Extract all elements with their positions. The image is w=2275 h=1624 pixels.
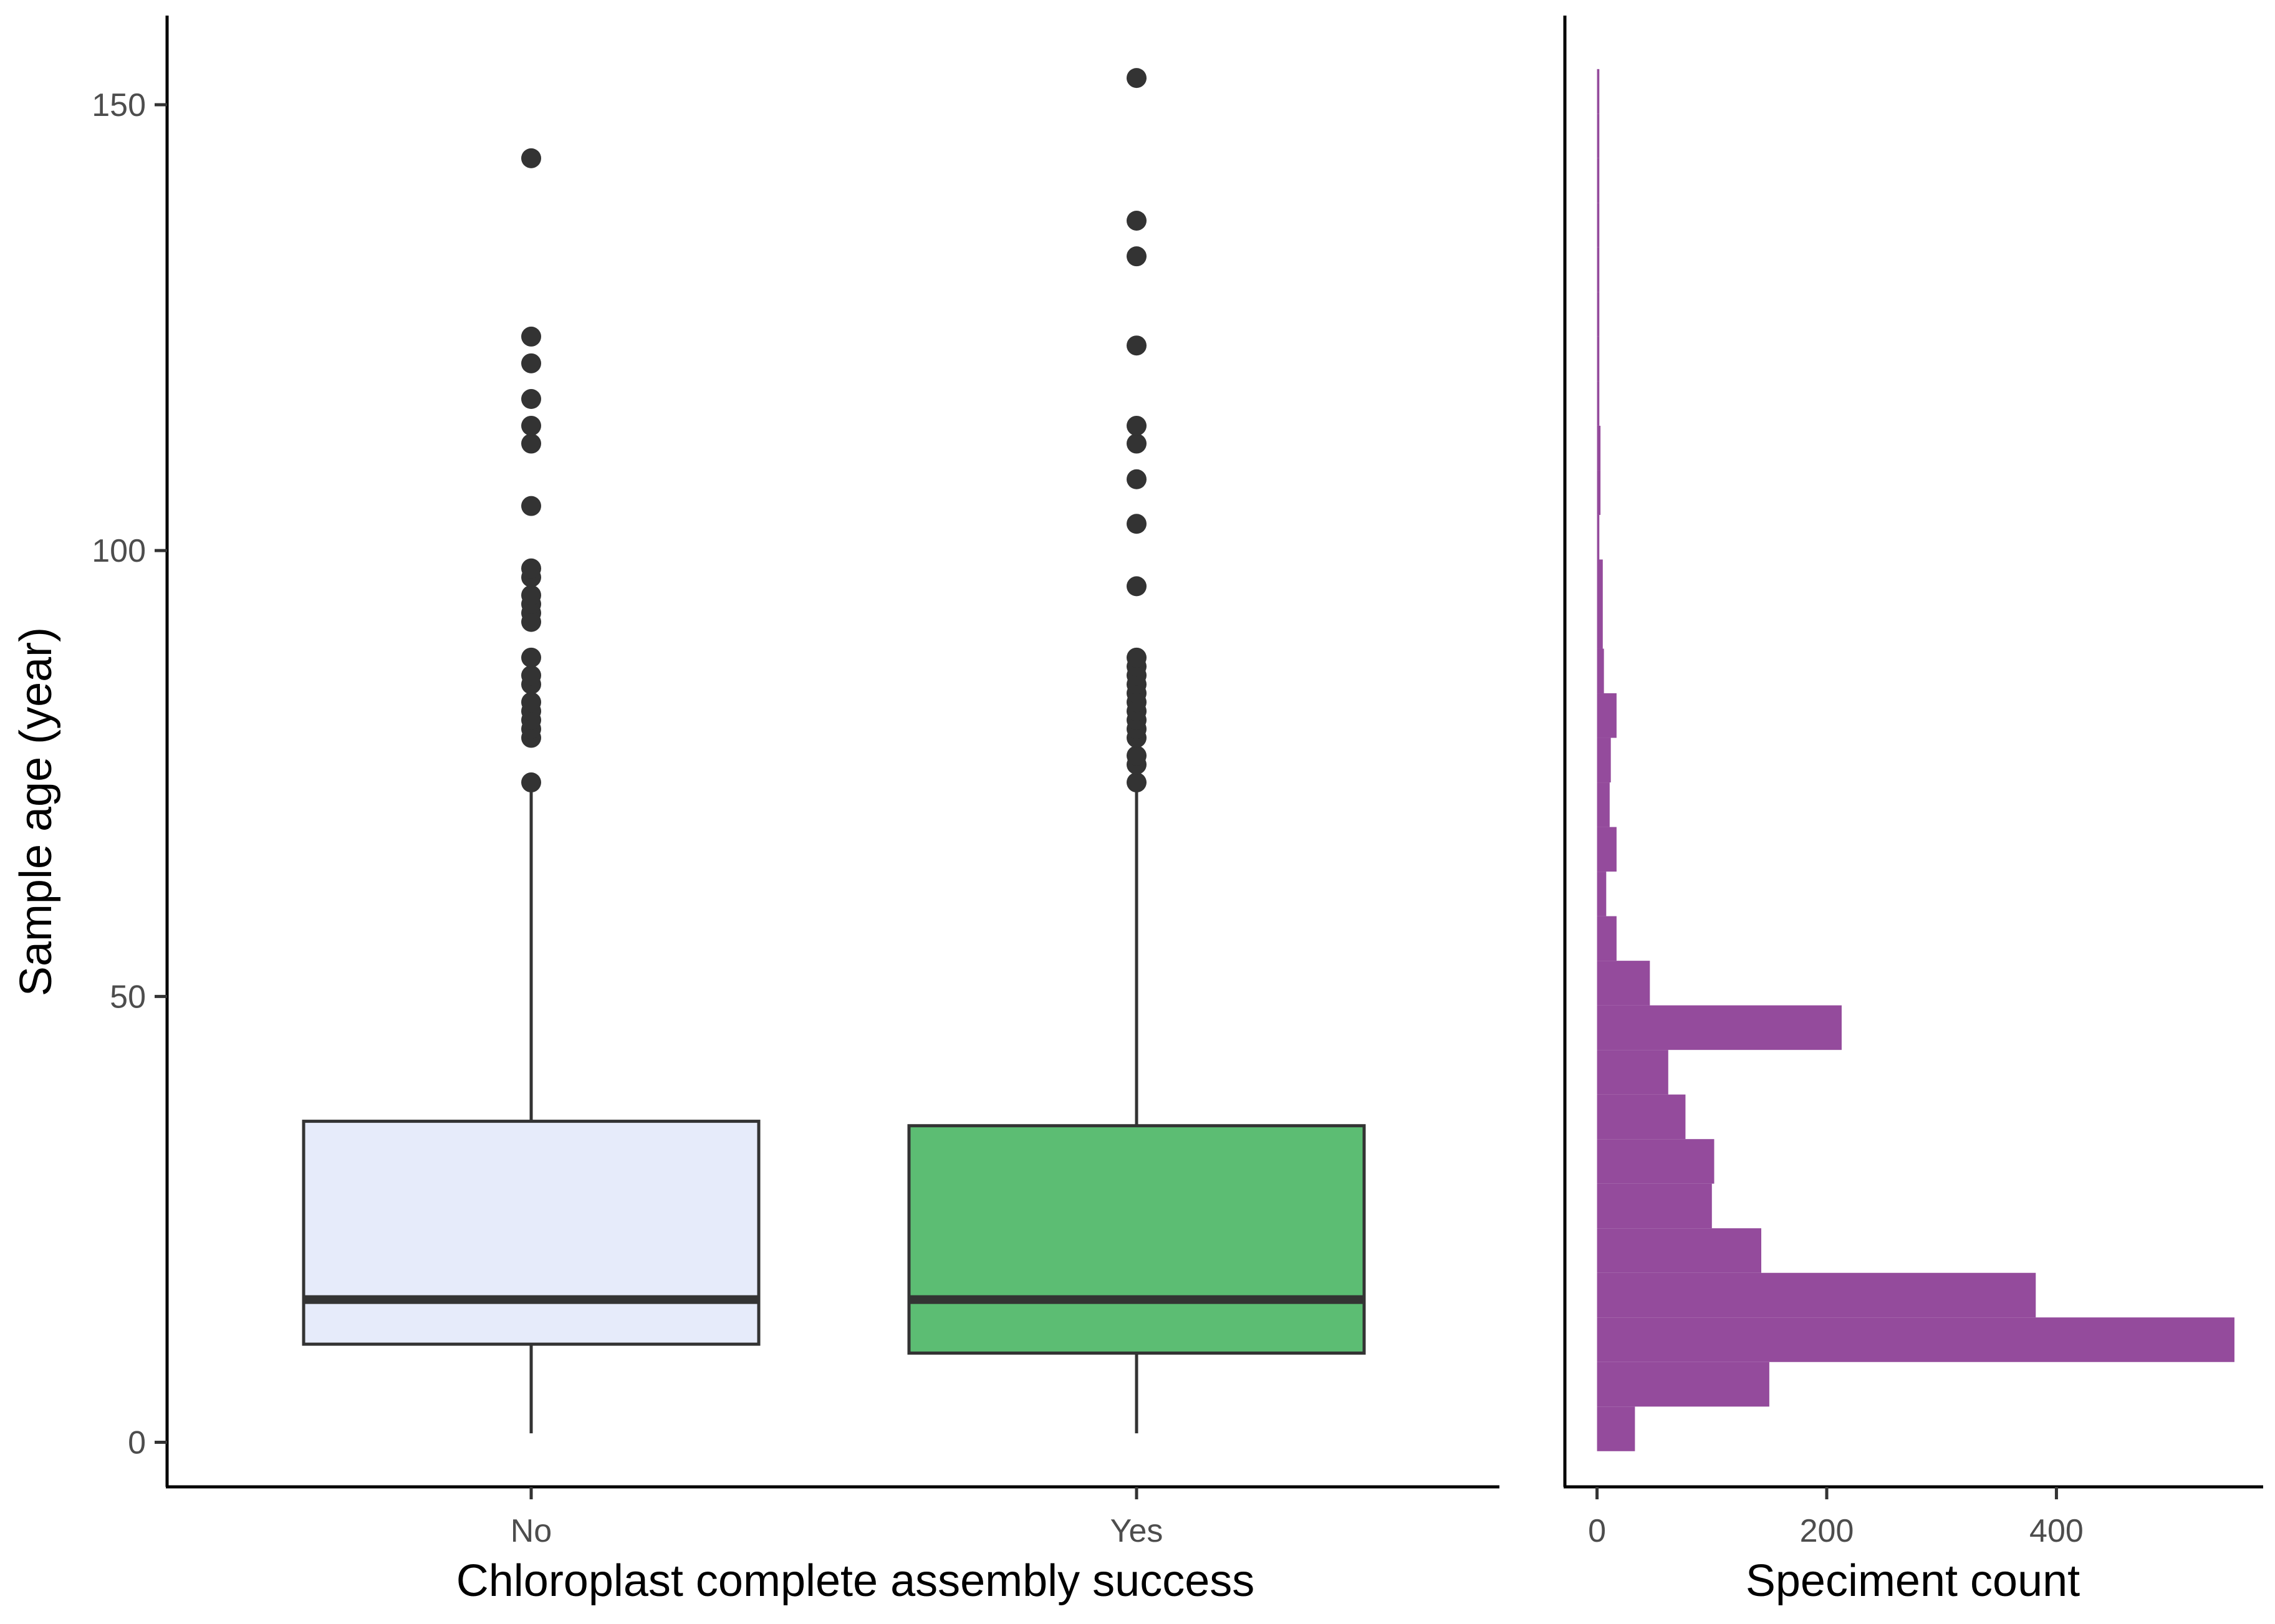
x-tick-label-histogram: 200 bbox=[1800, 1513, 1854, 1549]
histogram-bar bbox=[1597, 113, 1600, 158]
histogram-bar bbox=[1597, 648, 1604, 694]
histogram-bar bbox=[1597, 782, 1610, 827]
histogram-bar bbox=[1597, 1406, 1635, 1451]
outlier-point-no bbox=[521, 558, 541, 579]
outlier-point-yes bbox=[1127, 469, 1147, 489]
outlier-point-no bbox=[521, 585, 541, 605]
outlier-point-no bbox=[521, 433, 541, 454]
histogram-bar bbox=[1597, 1362, 1769, 1407]
histogram-bar bbox=[1597, 470, 1601, 515]
histogram-bar bbox=[1597, 827, 1617, 872]
histogram-bar bbox=[1597, 1094, 1686, 1140]
histogram-bar bbox=[1597, 247, 1600, 292]
histogram-panel: 0 200 400 bbox=[1563, 16, 2263, 1549]
outlier-point-yes bbox=[1127, 647, 1147, 668]
histogram-bar bbox=[1597, 1317, 2234, 1362]
histogram-bar bbox=[1597, 1005, 1842, 1050]
outlier-point-no bbox=[521, 692, 541, 713]
histogram-bar bbox=[1597, 1228, 1761, 1273]
histogram-bar bbox=[1597, 738, 1611, 783]
boxplot-panel: 0 50 100 150 No Yes bbox=[92, 16, 1499, 1549]
x-axis-title-boxplot: Chloroplast complete assembly success bbox=[456, 1556, 1255, 1606]
outlier-point-yes bbox=[1127, 746, 1147, 766]
histogram-bar bbox=[1597, 381, 1600, 426]
box-no bbox=[302, 1120, 761, 1346]
outlier-point-yes bbox=[1127, 433, 1147, 454]
box-yes bbox=[907, 1124, 1366, 1355]
histogram-bar bbox=[1597, 425, 1601, 471]
histogram-bar bbox=[1597, 559, 1603, 604]
outlier-point-yes bbox=[1127, 576, 1147, 597]
y-tick-label: 150 bbox=[92, 87, 146, 123]
outlier-point-yes bbox=[1127, 514, 1147, 534]
histogram-bar bbox=[1597, 292, 1600, 337]
outlier-point-yes bbox=[1127, 772, 1147, 793]
histogram-bar bbox=[1597, 158, 1600, 203]
x-tick-label-histogram: 400 bbox=[2029, 1513, 2084, 1549]
histogram-bar bbox=[1597, 916, 1617, 961]
y-axis-title: Sample age (year) bbox=[11, 627, 61, 996]
outlier-point-no bbox=[521, 353, 541, 373]
outlier-point-no bbox=[521, 389, 541, 410]
outlier-point-no bbox=[521, 772, 541, 793]
outlier-point-yes bbox=[1127, 415, 1147, 436]
outlier-point-yes bbox=[1127, 335, 1147, 356]
histogram-bar bbox=[1597, 203, 1600, 247]
histogram-bar bbox=[1597, 514, 1600, 560]
outlier-point-no bbox=[521, 647, 541, 668]
outlier-point-no bbox=[521, 415, 541, 436]
x-axis-title-histogram: Speciment count bbox=[1746, 1556, 2080, 1606]
y-tick-label: 50 bbox=[110, 979, 146, 1015]
outlier-point-yes bbox=[1127, 68, 1147, 89]
histogram-bar bbox=[1597, 693, 1617, 738]
histogram-bar bbox=[1597, 604, 1603, 649]
y-tick-label: 100 bbox=[92, 533, 146, 569]
histogram-bar bbox=[1597, 69, 1600, 114]
outlier-point-no bbox=[521, 665, 541, 686]
outlier-point-yes bbox=[1127, 246, 1147, 267]
histogram-bar bbox=[1597, 1183, 1712, 1229]
x-tick-label-no: No bbox=[511, 1513, 552, 1549]
y-tick-label: 0 bbox=[128, 1425, 146, 1461]
histogram-bar bbox=[1597, 961, 1650, 1006]
histogram-bar bbox=[1597, 1272, 2036, 1318]
outlier-point-yes bbox=[1127, 210, 1147, 231]
outlier-point-no bbox=[521, 496, 541, 516]
outlier-point-no bbox=[521, 148, 541, 168]
histogram-bar bbox=[1597, 336, 1600, 382]
histogram-bar bbox=[1597, 1050, 1668, 1095]
histogram-bar bbox=[1597, 1139, 1715, 1184]
x-tick-label-histogram: 0 bbox=[1588, 1513, 1606, 1549]
outlier-point-no bbox=[521, 326, 541, 347]
x-tick-label-yes: Yes bbox=[1110, 1513, 1163, 1549]
histogram-bar bbox=[1597, 872, 1607, 916]
